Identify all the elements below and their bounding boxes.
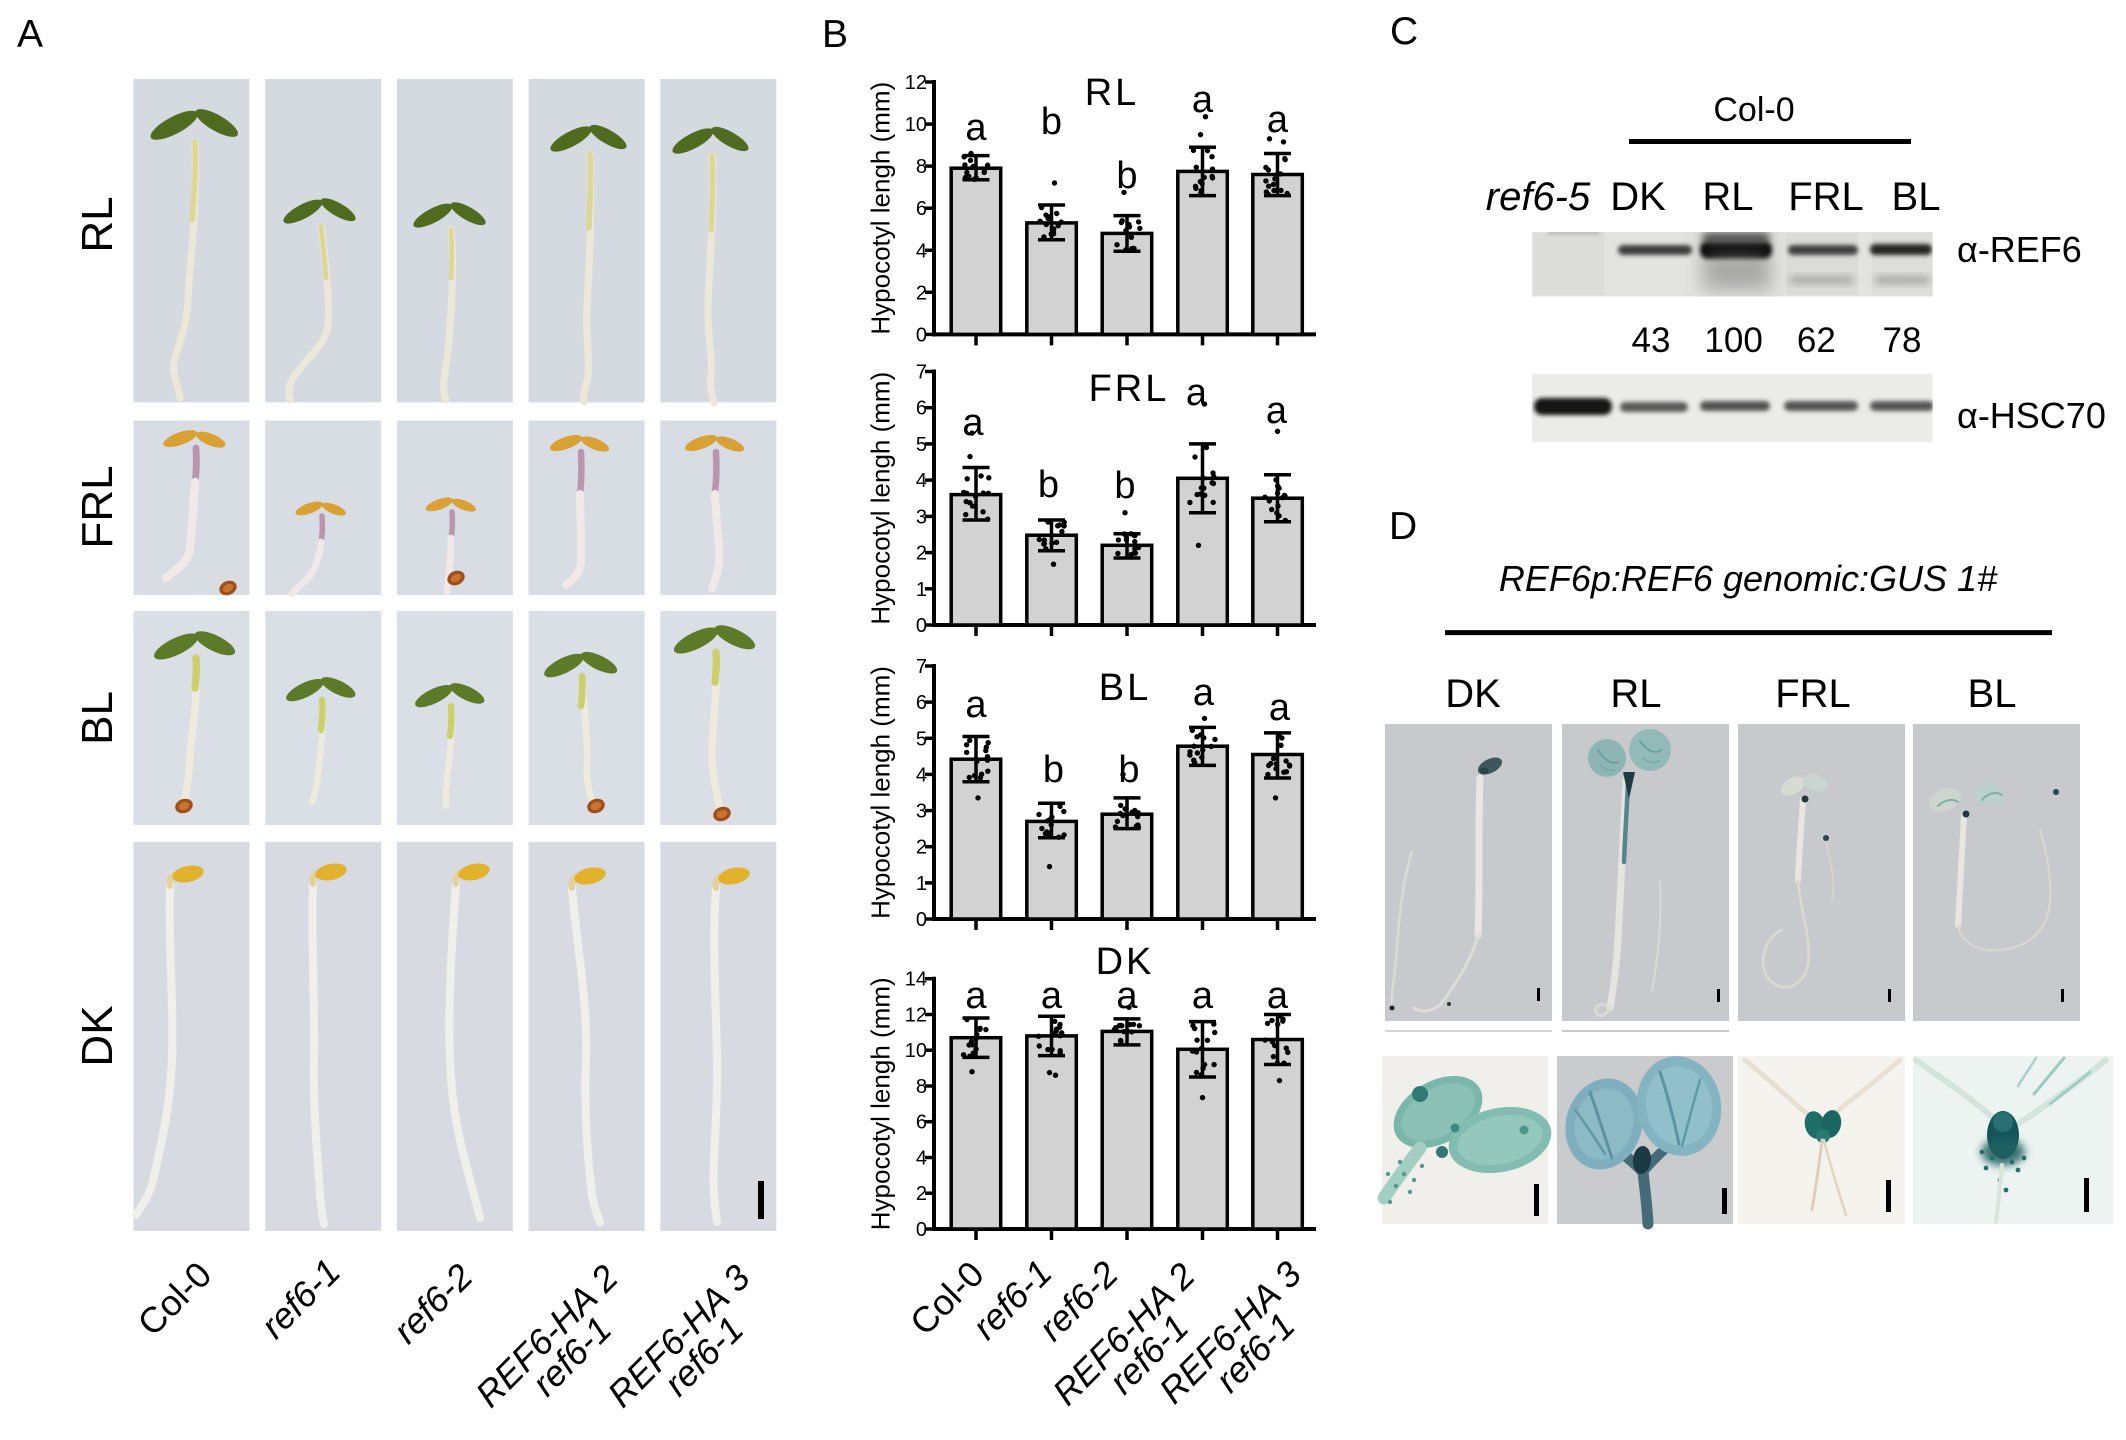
svg-text:b: b — [1043, 749, 1064, 791]
svg-text:BL: BL — [1892, 175, 1941, 219]
svg-text:4: 4 — [916, 1148, 927, 1170]
svg-text:a: a — [1267, 99, 1289, 141]
svg-text:FRL: FRL — [1788, 175, 1864, 219]
svg-text:8: 8 — [916, 156, 927, 178]
svg-text:1: 1 — [916, 873, 927, 895]
svg-text:Hypocotyl lengh (mm): Hypocotyl lengh (mm) — [866, 977, 896, 1230]
svg-text:BL: BL — [73, 691, 122, 745]
svg-text:DK: DK — [1445, 672, 1501, 716]
svg-text:a: a — [962, 402, 984, 444]
svg-text:FRL: FRL — [73, 465, 122, 548]
svg-text:a: a — [965, 684, 987, 726]
svg-text:Hypocotyl lengh (mm): Hypocotyl lengh (mm) — [866, 666, 896, 919]
svg-text:12: 12 — [905, 1005, 927, 1027]
svg-text:4: 4 — [916, 240, 927, 262]
svg-text:14: 14 — [905, 969, 927, 991]
svg-text:A: A — [17, 13, 43, 56]
svg-text:1: 1 — [916, 579, 927, 601]
svg-text:RL: RL — [1702, 175, 1753, 219]
svg-text:10: 10 — [905, 114, 927, 136]
svg-text:α-HSC70: α-HSC70 — [1957, 395, 2106, 436]
svg-text:b: b — [1114, 465, 1135, 507]
svg-text:5: 5 — [916, 434, 927, 456]
svg-text:a: a — [1269, 687, 1291, 729]
svg-text:a: a — [965, 107, 987, 149]
svg-text:RL: RL — [1085, 72, 1140, 114]
svg-text:DK: DK — [1610, 175, 1666, 219]
svg-text:6: 6 — [916, 198, 927, 220]
svg-text:62: 62 — [1797, 321, 1836, 360]
svg-text:7: 7 — [916, 362, 927, 384]
svg-text:FRL: FRL — [1775, 672, 1851, 716]
svg-text:ref6-5: ref6-5 — [1486, 175, 1591, 219]
svg-text:a: a — [965, 975, 987, 1017]
svg-text:b: b — [1038, 464, 1059, 506]
svg-text:a: a — [1186, 372, 1208, 414]
svg-text:D: D — [1389, 505, 1417, 548]
svg-text:6: 6 — [916, 1112, 927, 1134]
svg-text:6: 6 — [916, 692, 927, 714]
svg-text:4: 4 — [916, 470, 927, 492]
svg-text:a: a — [1192, 79, 1214, 121]
svg-text:α-REF6: α-REF6 — [1957, 229, 2082, 270]
svg-text:b: b — [1118, 749, 1139, 791]
svg-text:78: 78 — [1883, 321, 1922, 360]
svg-text:b: b — [1041, 101, 1062, 143]
svg-text:10: 10 — [905, 1040, 927, 1062]
svg-text:0: 0 — [916, 909, 927, 931]
svg-text:0: 0 — [916, 1219, 927, 1241]
svg-text:Hypocotyl lengh (mm): Hypocotyl lengh (mm) — [866, 372, 896, 625]
svg-text:12: 12 — [905, 72, 927, 94]
svg-text:a: a — [1116, 975, 1138, 1017]
svg-text:100: 100 — [1704, 321, 1762, 360]
svg-text:RL: RL — [1610, 672, 1661, 716]
svg-text:Col-0: Col-0 — [1713, 91, 1794, 129]
svg-text:2: 2 — [916, 1183, 927, 1205]
svg-text:8: 8 — [916, 1076, 927, 1098]
svg-text:2: 2 — [916, 837, 927, 859]
svg-text:5: 5 — [916, 728, 927, 750]
svg-text:2: 2 — [916, 282, 927, 304]
svg-text:6: 6 — [916, 398, 927, 420]
svg-text:7: 7 — [916, 656, 927, 678]
svg-text:3: 3 — [916, 506, 927, 528]
svg-text:a: a — [1267, 975, 1289, 1017]
svg-text:4: 4 — [916, 764, 927, 786]
svg-text:a: a — [1266, 390, 1288, 432]
svg-text:REF6p:REF6 genomic:GUS 1#: REF6p:REF6 genomic:GUS 1# — [1499, 558, 1998, 599]
svg-text:b: b — [1116, 155, 1137, 197]
svg-text:2: 2 — [916, 543, 927, 565]
svg-text:0: 0 — [916, 615, 927, 637]
svg-text:BL: BL — [1099, 667, 1151, 709]
svg-text:43: 43 — [1632, 321, 1671, 360]
svg-text:a: a — [1192, 975, 1214, 1017]
svg-text:Hypocotyl lengh (mm): Hypocotyl lengh (mm) — [866, 82, 896, 335]
svg-text:DK: DK — [73, 1005, 122, 1066]
svg-text:B: B — [822, 13, 848, 56]
svg-text:a: a — [1193, 672, 1215, 714]
svg-text:3: 3 — [916, 801, 927, 823]
svg-text:RL: RL — [73, 196, 122, 252]
svg-text:C: C — [1390, 10, 1418, 53]
svg-text:a: a — [1041, 975, 1063, 1017]
svg-text:FRL: FRL — [1089, 368, 1170, 410]
svg-text:0: 0 — [916, 324, 927, 346]
svg-text:BL: BL — [1968, 672, 2017, 716]
svg-text:DK: DK — [1096, 941, 1155, 983]
